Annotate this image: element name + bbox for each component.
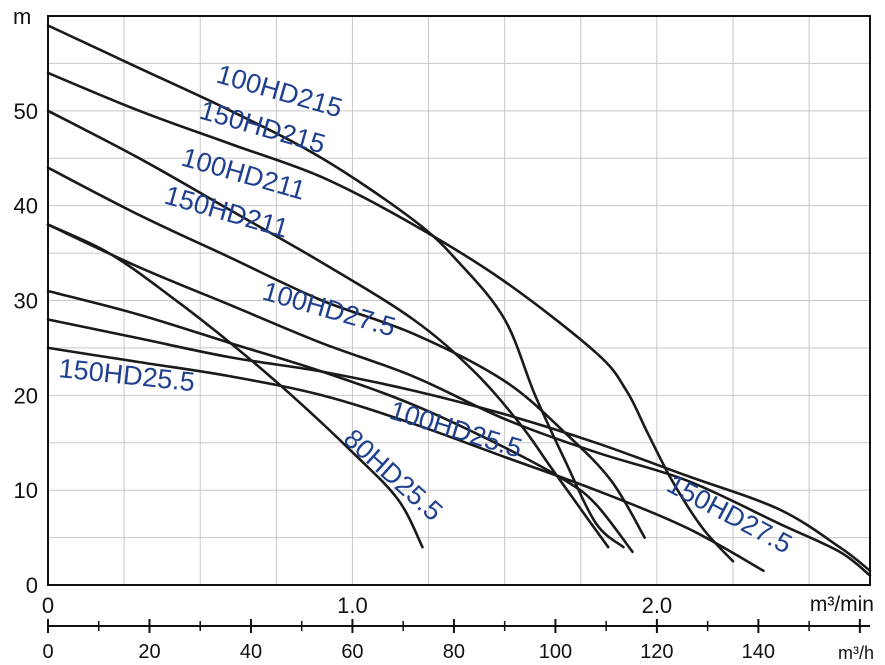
curve-label-100hd27-5: 100HD27.5 (259, 276, 399, 342)
x-tick-label: 0 (42, 593, 54, 618)
y-tick-labels: 0 10 20 30 40 50 (14, 99, 38, 598)
curve-100hd27-5 (46, 223, 872, 577)
x-tick-label: 2.0 (642, 593, 673, 618)
secondary-tick-label: 40 (240, 641, 262, 663)
curves (46, 24, 872, 577)
y-tick-label: 20 (14, 383, 38, 408)
plot-frame (47, 15, 871, 586)
secondary-tick-label: 0 (42, 641, 53, 663)
secondary-tick-label: 120 (640, 641, 673, 663)
curve-labels: 100HD215150HD215100HD211150HD211100HD27.… (57, 59, 797, 560)
y-axis-label: m (13, 4, 31, 29)
curve-150hd27-5 (46, 318, 872, 573)
y-tick-label: 10 (14, 478, 38, 503)
x-axis-label: m³/min (810, 593, 874, 616)
curve-150hd215 (46, 71, 735, 563)
curve-label-150hd27-5: 150HD27.5 (662, 469, 797, 560)
curve-label-80hd25-5: 80HD25.5 (338, 423, 448, 527)
y-tick-label: 50 (14, 99, 38, 124)
x-tick-labels: 0 1.0 2.0 (42, 593, 672, 618)
grid-lines (48, 16, 870, 585)
x-tick-label: 1.0 (337, 593, 368, 618)
curve-150hd25-5 (46, 346, 765, 573)
curve-150hd211 (46, 166, 646, 539)
secondary-tick-label: 20 (138, 641, 160, 663)
y-tick-label: 30 (14, 289, 38, 314)
curve-100hd211 (46, 109, 610, 549)
curve-100hd25-5 (46, 289, 634, 554)
y-tick-label: 0 (26, 573, 38, 598)
curve-label-150hd25-5: 150HD25.5 (57, 353, 196, 397)
y-tick-label: 40 (14, 194, 38, 219)
secondary-tick-label: 140 (742, 641, 775, 663)
curve-80hd25-5 (46, 223, 424, 549)
secondary-axis: 0 20 40 60 80 100 120 140 (42, 619, 870, 663)
secondary-axis-label: m³/h (838, 643, 874, 663)
secondary-tick-label: 100 (539, 641, 572, 663)
secondary-tick-label: 80 (443, 641, 465, 663)
secondary-tick-label: 60 (341, 641, 363, 663)
curve-100hd215 (46, 24, 625, 549)
